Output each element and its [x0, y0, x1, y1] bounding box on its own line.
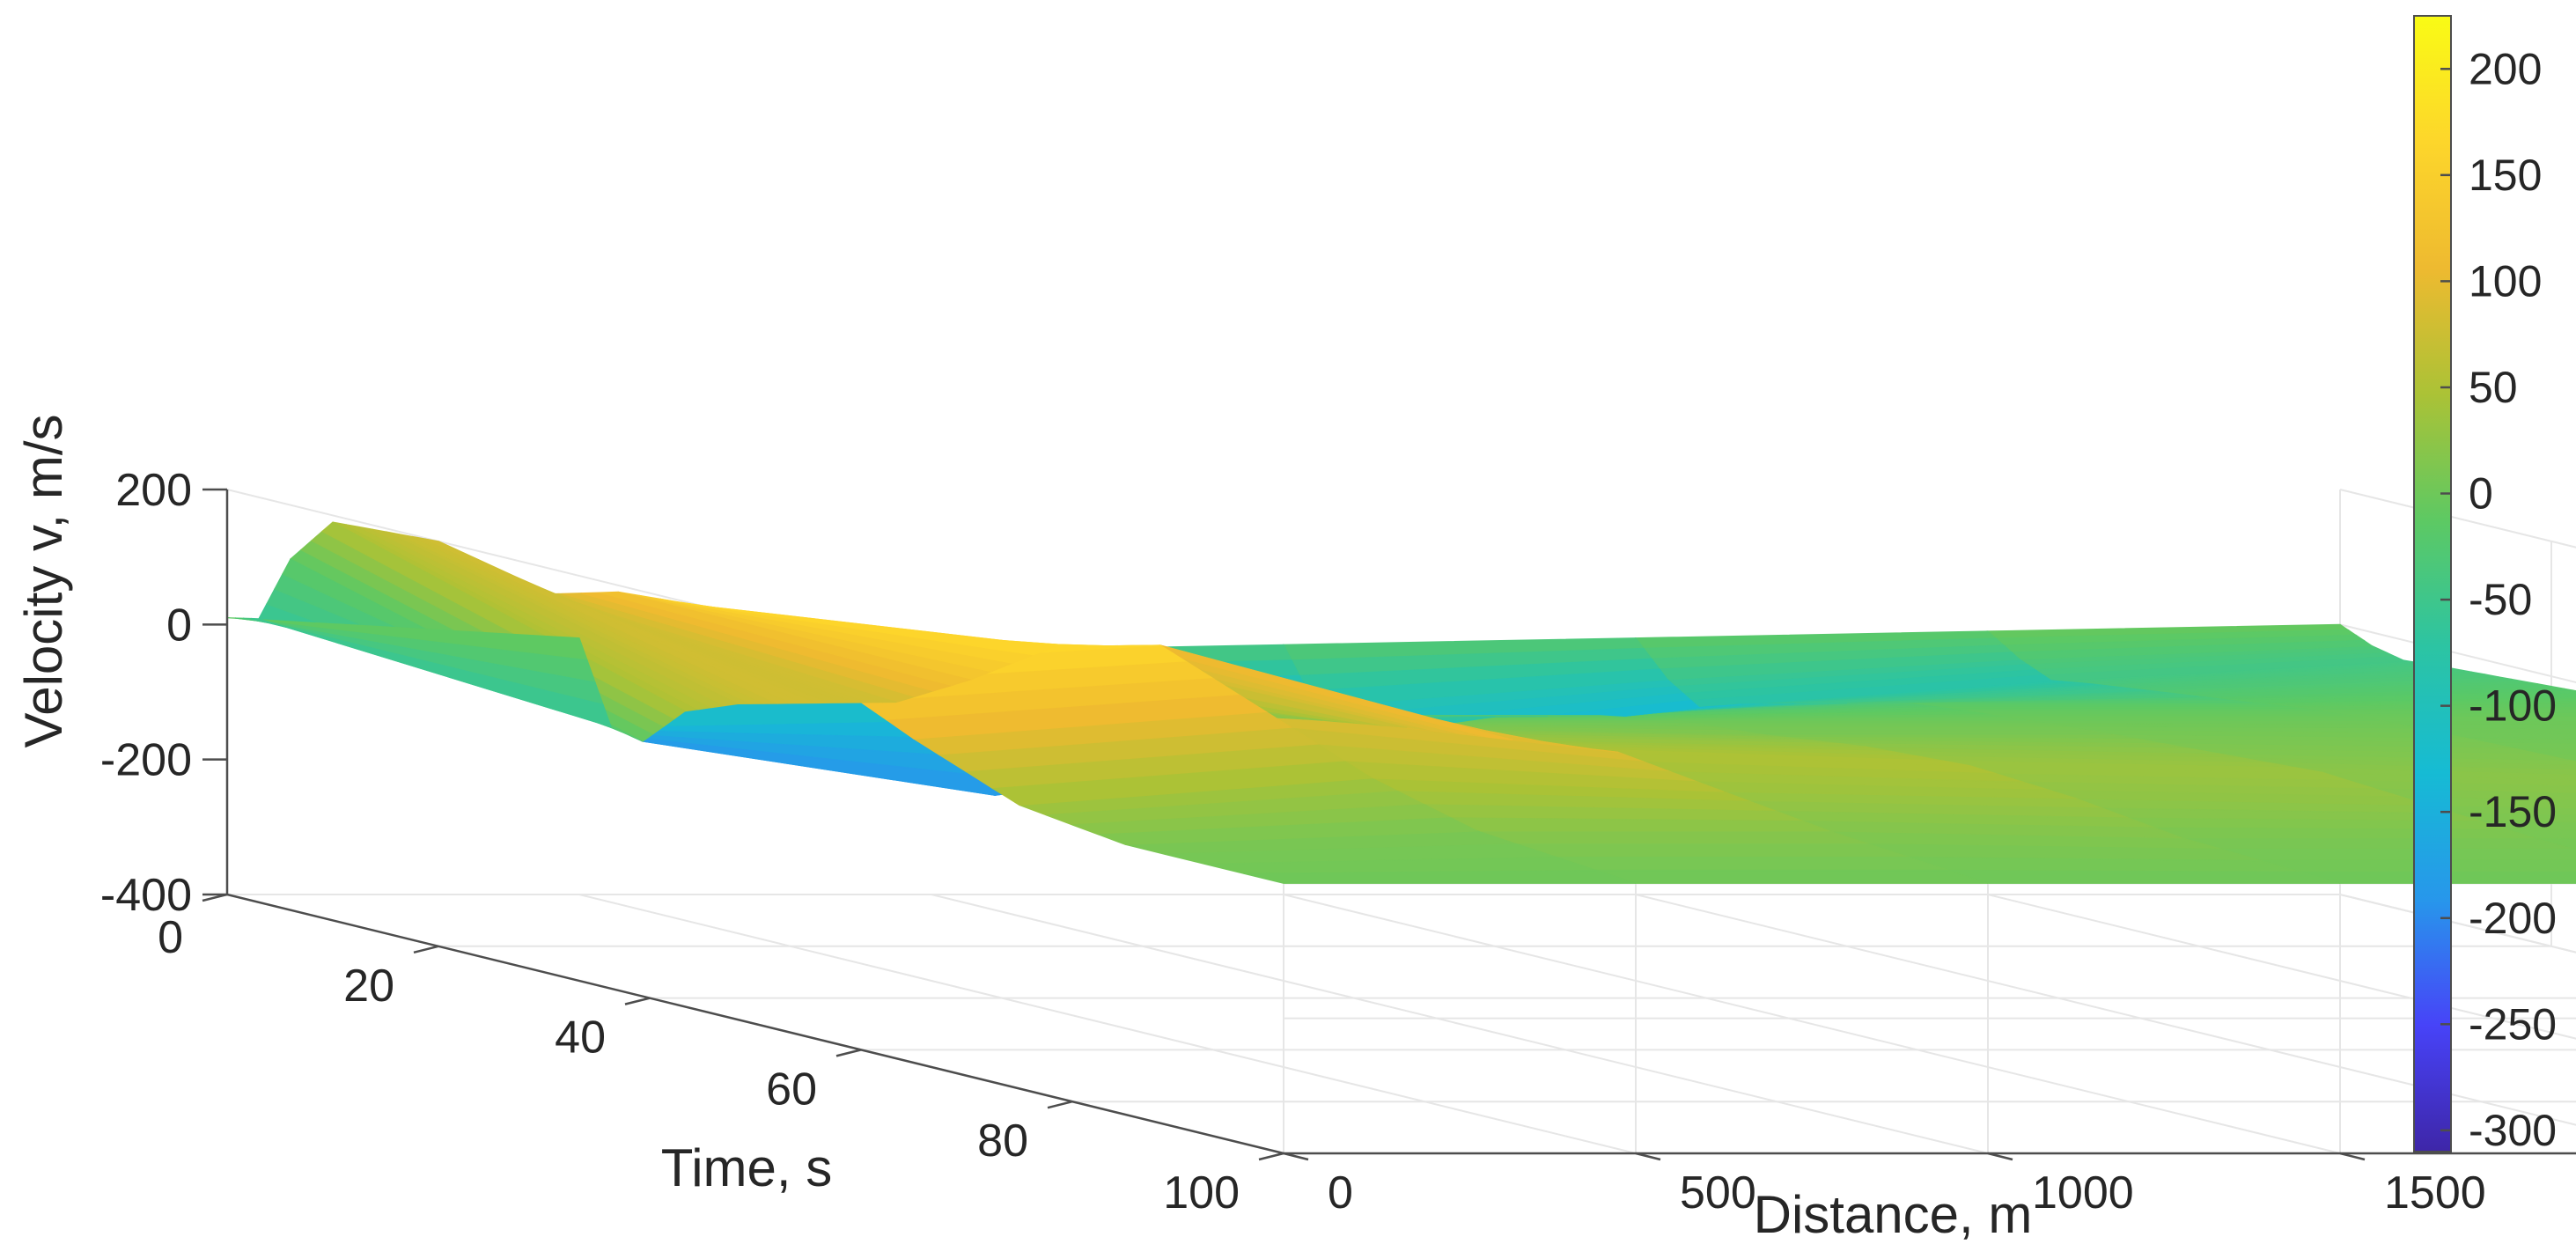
surface-patch — [1595, 869, 1989, 884]
colorbar-tick-label: -200 — [2469, 894, 2557, 943]
grid-floor-distance-500 — [578, 894, 1637, 1154]
surface-patch — [886, 694, 1268, 740]
surface-patch — [250, 617, 612, 728]
surface-patch — [1556, 856, 1949, 872]
colorbar-tick-label: 50 — [2469, 363, 2518, 412]
time-tick-mark — [202, 893, 228, 902]
grid-floor-distance-2500 — [1987, 894, 2576, 1040]
distance-tick-label: 0 — [1328, 1167, 1353, 1219]
colorbar-tick-label: -50 — [2469, 575, 2532, 624]
z-axis-label: Velocity v, m/s — [14, 415, 73, 748]
grid-sidewall-z--400 — [2339, 894, 2576, 953]
time-tick-label: 0 — [158, 912, 183, 963]
time-tick-label: 60 — [766, 1064, 817, 1115]
grid-floor-distance-2000 — [1635, 894, 2576, 1126]
surface-patch — [2220, 848, 2576, 862]
surface-patch — [2181, 836, 2574, 850]
distance-tick-mark — [1283, 1152, 1309, 1161]
z-tick-label: -400 — [100, 870, 192, 921]
grid-sidewall-z-200 — [2339, 489, 2576, 549]
time-tick-label: 80 — [977, 1115, 1028, 1167]
grid-floor-distance-1000 — [931, 894, 1989, 1154]
distance-tick-mark — [2339, 1152, 2366, 1161]
surface-patch — [599, 591, 973, 687]
axes-layer: -400-20002000204060801000500100015002000… — [14, 415, 2576, 1244]
distance-tick-label: 1500 — [2384, 1167, 2486, 1219]
grid-sidewall-z-0 — [2339, 623, 2576, 684]
time-tick-label: 40 — [555, 1012, 606, 1064]
distance-tick-mark — [1635, 1152, 1661, 1161]
z-tick-label: 200 — [115, 465, 192, 516]
z-tick-label: -200 — [100, 735, 192, 786]
distance-tick-mark — [1987, 1152, 2013, 1161]
time-axis-label: Time, s — [661, 1138, 832, 1197]
colorbar-tick-label: -300 — [2469, 1106, 2557, 1155]
time-tick-label: 100 — [1163, 1167, 1240, 1219]
distance-tick-label: 1000 — [2032, 1167, 2134, 1219]
colorbar: -300 -250 -200 -150 -100 -50 0 50 100 150 200 — [2413, 15, 2557, 1155]
surface-patch — [681, 601, 1056, 656]
surface-patch — [1939, 706, 2306, 710]
surface-patch — [1947, 869, 2341, 884]
colorbar-tick-label: 0 — [2469, 469, 2493, 519]
z-tick-label: 0 — [166, 600, 192, 651]
distance-tick-label: 500 — [1680, 1167, 1756, 1219]
surface-patch — [1476, 830, 1870, 845]
surface-patch — [2007, 717, 2380, 721]
colorbar-tick-label: 100 — [2469, 256, 2542, 306]
surface-layer — [226, 521, 2576, 884]
surface-patch — [424, 538, 791, 704]
surface-patch — [1737, 730, 2112, 735]
surface-patch — [1516, 843, 1910, 858]
colorbar-tick-label: -100 — [2469, 681, 2557, 731]
surface-patch — [991, 761, 1373, 806]
colorbar-tick-label: 200 — [2469, 44, 2542, 93]
time-tick-mark — [624, 997, 651, 1005]
surface-patch — [372, 528, 740, 707]
time-tick-mark — [413, 945, 439, 954]
surface-patch — [1243, 869, 1637, 884]
time-axis-line — [226, 893, 1284, 1155]
time-tick-mark — [835, 1049, 862, 1057]
surface-patch — [1098, 817, 1478, 845]
grid-floor-distance-1500 — [1283, 894, 2341, 1154]
colorbar-tick-label: -150 — [2469, 787, 2557, 836]
time-tick-label: 20 — [343, 961, 394, 1012]
distance-axis-label: Distance, m — [1754, 1185, 2033, 1244]
colorbar-bar — [2413, 15, 2452, 1152]
colorbar-tick-label: -250 — [2469, 999, 2557, 1049]
colorbar-tick-label: 150 — [2469, 151, 2542, 200]
time-tick-mark — [1258, 1152, 1284, 1161]
time-tick-mark — [1047, 1100, 1073, 1109]
